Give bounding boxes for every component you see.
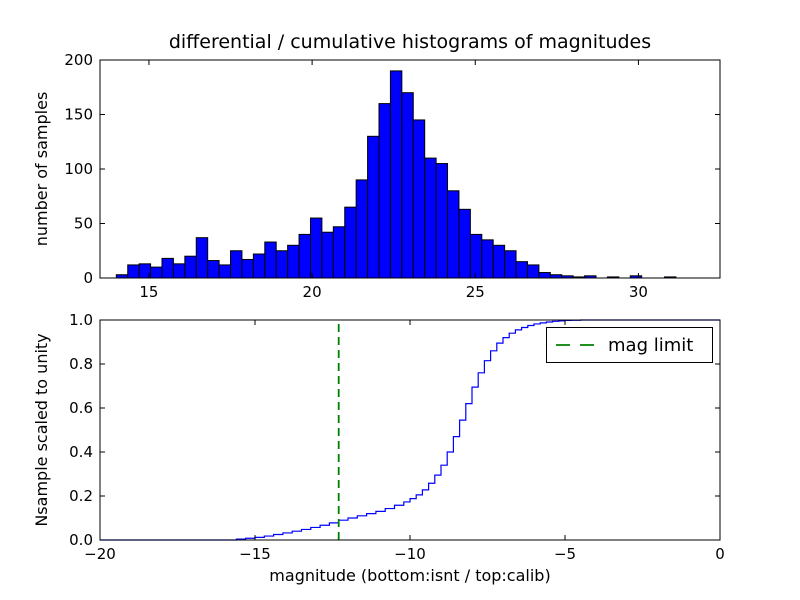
bottom-y-axis-label: Nsample scaled to unity <box>32 333 51 526</box>
y-tick-label: 50 <box>74 215 93 233</box>
y-tick-label: 0.4 <box>69 443 93 461</box>
histogram-bar <box>412 119 426 279</box>
histogram-bar <box>172 263 186 279</box>
legend-box <box>546 327 713 363</box>
histogram-bar <box>127 264 140 279</box>
histogram-bar <box>401 92 414 279</box>
y-tick-label: 0.8 <box>69 355 93 373</box>
histogram-bar <box>150 266 163 279</box>
y-tick-label: 0 <box>83 269 93 287</box>
histogram-bar <box>378 103 391 279</box>
x-tick-label: 0 <box>715 545 725 563</box>
y-tick-label: 0.0 <box>69 531 93 549</box>
y-tick-label: 0.2 <box>69 487 93 505</box>
histogram-bar <box>321 231 334 279</box>
x-tick-label: 15 <box>139 283 158 301</box>
histogram-bar <box>538 272 551 279</box>
histogram-bar <box>230 250 243 279</box>
histogram-bar <box>458 208 471 279</box>
bottom-x-axis-label: magnitude (bottom:isnt / top:calib) <box>269 566 550 585</box>
histogram-bar <box>264 241 277 279</box>
histogram-bar <box>469 233 483 279</box>
legend: mag limit <box>546 327 713 363</box>
x-tick-label: −15 <box>239 545 271 563</box>
y-tick-label: 0.6 <box>69 399 93 417</box>
histogram-bar <box>344 206 357 279</box>
x-tick-label: −20 <box>84 545 116 563</box>
histogram-bar <box>218 264 232 279</box>
legend-label: mag limit <box>608 335 693 356</box>
histogram-bar <box>481 239 494 279</box>
histogram-bar <box>504 250 517 279</box>
histogram-bar <box>435 163 449 279</box>
cumulative-step-line <box>100 319 720 541</box>
x-tick-label: 20 <box>303 283 322 301</box>
histogram-bar <box>207 260 220 279</box>
histogram-bar <box>355 179 369 279</box>
histogram-bar <box>195 237 209 279</box>
histogram-bar <box>241 258 254 279</box>
histogram-bar <box>252 253 266 279</box>
histogram-bar <box>298 233 311 279</box>
histogram-bar <box>275 250 289 279</box>
histogram-bar <box>309 217 323 279</box>
chart-title: differential / cumulative histograms of … <box>169 31 651 53</box>
x-tick-label: 30 <box>629 283 648 301</box>
x-tick-label: −5 <box>554 545 576 563</box>
bottom-cumulative-plot: −20 −15 −10 −5 0 0.0 0.2 0.4 0.6 0.8 1.0 <box>69 311 725 563</box>
histogram-bar <box>526 264 540 279</box>
histogram-bar <box>332 226 346 279</box>
histogram-bar <box>515 261 528 279</box>
histogram-bar <box>447 190 460 279</box>
top-y-axis-label: number of samples <box>32 92 51 247</box>
x-tick-label: 25 <box>466 283 485 301</box>
histogram-bar <box>161 257 174 279</box>
x-tick-label: −10 <box>394 545 426 563</box>
histogram-bar <box>184 255 197 279</box>
histogram-bar <box>389 70 403 279</box>
histogram-bar <box>287 244 300 279</box>
axes-spines <box>99 319 721 541</box>
y-tick-label: 1.0 <box>69 311 93 329</box>
histogram-bar <box>424 157 437 279</box>
histogram-bar <box>492 244 506 279</box>
y-tick-label: 200 <box>64 51 93 69</box>
axes-spines <box>99 59 721 279</box>
y-tick-label: 150 <box>64 106 93 124</box>
y-tick-label: 100 <box>64 160 93 178</box>
top-histogram-plot: 15 20 25 30 0 50 100 150 200 <box>64 51 721 301</box>
histogram-bar <box>367 135 380 279</box>
